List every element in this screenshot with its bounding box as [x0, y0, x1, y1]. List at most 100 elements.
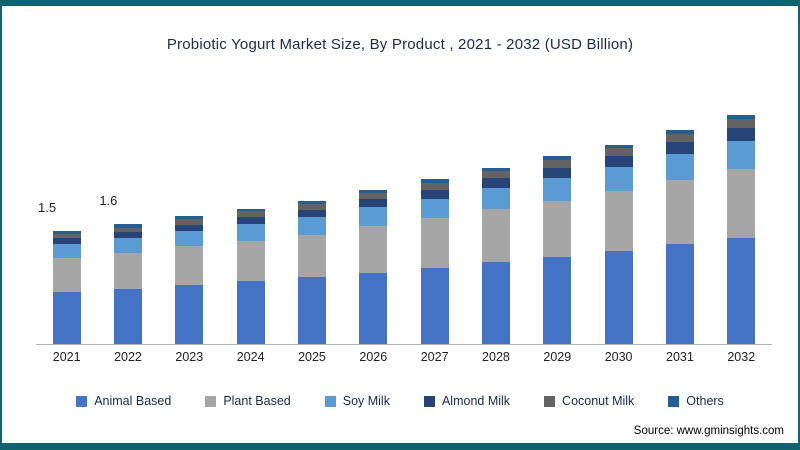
legend-item-animal-based: Animal Based [76, 394, 171, 408]
bar-stack-2032 [727, 115, 756, 344]
legend-item-others: Others [668, 394, 724, 408]
legend-label: Others [686, 394, 724, 408]
bar-column-2026 [343, 76, 404, 344]
bar-segment-coconut-milk [236, 211, 265, 217]
bar-segment-almond-milk [420, 189, 449, 199]
bar-column-2031 [649, 76, 710, 344]
bar-segment-plant-based [420, 218, 449, 268]
bar-segment-almond-milk [175, 224, 204, 232]
bar-segment-almond-milk [604, 155, 633, 167]
legend-label: Almond Milk [441, 394, 511, 408]
bar-segment-plant-based [359, 226, 388, 273]
bar-column-2022: 1.6 [97, 76, 158, 344]
bar-segment-soy-milk [297, 217, 326, 235]
bar-segment-soy-milk [481, 187, 510, 209]
bar-segment-soy-milk [175, 231, 204, 247]
bar-segment-plant-based [727, 168, 756, 238]
bar-segment-animal-based [727, 237, 756, 344]
bar-segment-others [481, 167, 510, 172]
bar-segment-coconut-milk [665, 133, 694, 143]
legend-label: Coconut Milk [562, 394, 635, 408]
legend-swatch-icon [423, 395, 435, 407]
plot-area: 1.5 1.6 2021 2022 2023 2024 2025 2026 2027 2028 2… [36, 76, 772, 364]
bar-stack-2025 [297, 201, 326, 344]
bar-segment-animal-based [420, 267, 449, 344]
legend-item-almond-milk: Almond Milk [423, 394, 511, 408]
bar-stack-2021 [52, 231, 81, 344]
bar-segment-coconut-milk [175, 219, 204, 225]
bar-stack-2029 [543, 156, 572, 344]
bar-column-2025 [281, 76, 342, 344]
bar-segment-animal-based [543, 257, 572, 344]
bar-column-2028 [465, 76, 526, 344]
legend-swatch-icon [324, 395, 336, 407]
legend-item-coconut-milk: Coconut Milk [544, 394, 634, 408]
bar-segment-others [297, 201, 326, 204]
legend: Animal Based Plant Based Soy Milk Almond Mi… [2, 394, 798, 408]
bar-segment-soy-milk [236, 224, 265, 241]
bar-segment-coconut-milk [481, 171, 510, 179]
bar-segment-others [359, 190, 388, 194]
bar-segment-animal-based [113, 288, 142, 344]
bar-segment-soy-milk [420, 198, 449, 218]
legend-swatch-icon [205, 395, 217, 407]
legend-item-plant-based: Plant Based [205, 394, 291, 408]
x-tick-label: 2031 [666, 350, 694, 364]
bar-column-2027 [404, 76, 465, 344]
x-tick-label: 2027 [420, 350, 449, 364]
bar-segment-plant-based [175, 246, 204, 285]
bar-segment-animal-based [52, 291, 81, 344]
bar-segment-soy-milk [665, 154, 694, 180]
bar-segment-others [665, 130, 694, 134]
legend-label: Plant Based [223, 394, 291, 408]
source-attribution: Source: www.gminsights.com [633, 425, 784, 437]
bar-segment-almond-milk [665, 142, 694, 155]
bar-segment-others [175, 216, 204, 220]
bar-segment-coconut-milk [52, 233, 81, 239]
bar-segment-others [604, 145, 633, 149]
bar-stack-2024 [236, 208, 265, 344]
x-tick-label: 2030 [604, 350, 633, 364]
bar-segment-coconut-milk [420, 182, 449, 190]
legend-label: Animal Based [94, 394, 172, 408]
bar-segment-animal-based [481, 262, 510, 344]
x-tick-label: 2024 [236, 350, 265, 364]
legend-swatch-icon [76, 395, 88, 407]
bar-segment-almond-milk [481, 178, 510, 188]
bar-segment-almond-milk [236, 216, 265, 224]
bar-segment-coconut-milk [297, 203, 326, 210]
bar-segment-plant-based [297, 234, 326, 278]
bar-stack-2027 [420, 178, 449, 344]
bar-stack-2028 [481, 167, 510, 344]
bar-segment-coconut-milk [543, 160, 572, 168]
bar-segment-others [113, 223, 142, 228]
bar-segment-soy-milk [113, 238, 142, 253]
bars-row: 1.5 1.6 [36, 76, 772, 345]
bar-segment-animal-based [604, 251, 633, 344]
bar-segment-animal-based [236, 281, 265, 344]
bar-segment-coconut-milk [113, 227, 142, 233]
bar-segment-others [420, 178, 449, 183]
bar-segment-others [52, 231, 81, 234]
x-tick-label: 2025 [298, 350, 326, 364]
bar-segment-soy-milk [543, 178, 572, 201]
bar-segment-soy-milk [359, 207, 388, 227]
bar-value-label: 1.5 [38, 200, 57, 216]
bar-segment-plant-based [52, 257, 81, 292]
bar-column-2029 [527, 76, 588, 344]
bar-segment-others [543, 156, 572, 161]
bar-segment-almond-milk [297, 209, 326, 218]
bar-segment-plant-based [113, 252, 142, 289]
x-tick-label: 2023 [175, 350, 204, 364]
legend-item-soy-milk: Soy Milk [324, 394, 390, 408]
bar-stack-2026 [359, 190, 388, 344]
bar-segment-almond-milk [52, 238, 81, 245]
bar-value-label: 1.6 [99, 192, 118, 208]
bar-segment-plant-based [236, 240, 265, 281]
legend-swatch-icon [668, 395, 680, 407]
bar-segment-almond-milk [543, 167, 572, 179]
bar-segment-almond-milk [359, 199, 388, 208]
bar-segment-animal-based [297, 277, 326, 344]
bar-column-2021: 1.5 [36, 76, 97, 344]
